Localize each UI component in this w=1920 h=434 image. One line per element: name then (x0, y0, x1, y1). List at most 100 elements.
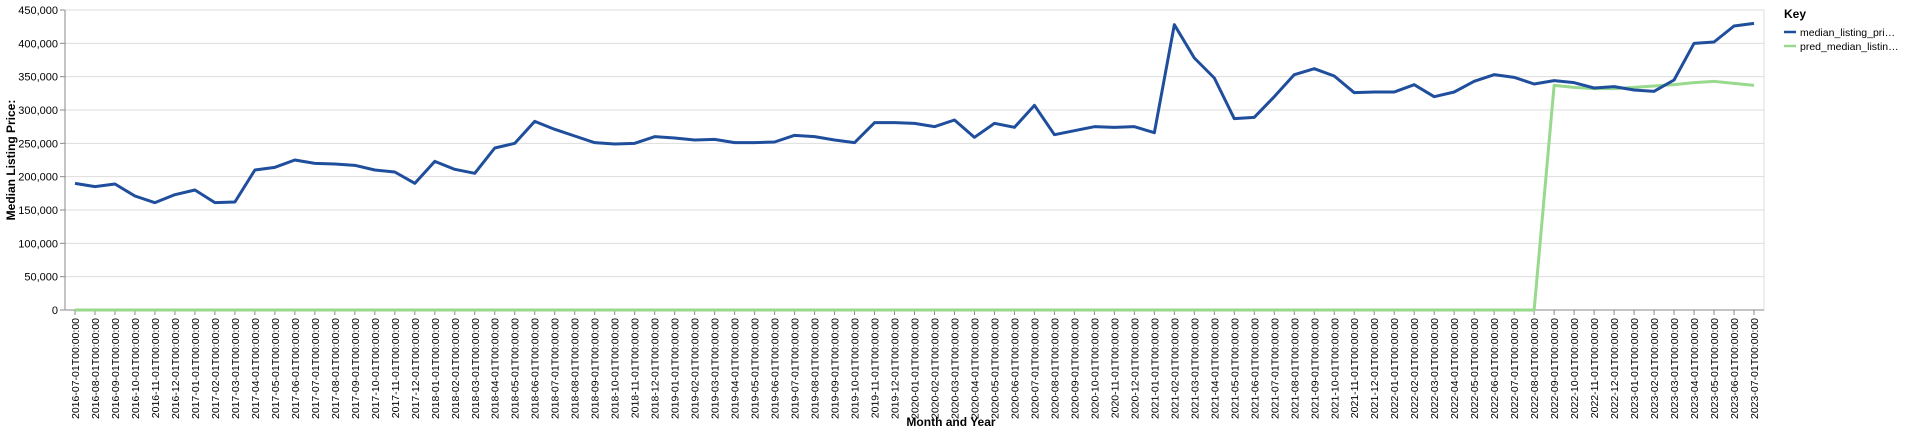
x-tick-label: 2020-07-01T00:00:00 (1029, 318, 1041, 419)
x-tick-label: 2017-05-01T00:00:00 (270, 318, 282, 419)
x-tick-label: 2018-04-01T00:00:00 (490, 318, 502, 419)
x-tick-label: 2022-06-01T00:00:00 (1489, 318, 1501, 419)
x-tick-label: 2018-05-01T00:00:00 (510, 318, 522, 419)
legend-label: pred_median_listin… (1800, 41, 1899, 53)
x-tick-label: 2022-10-01T00:00:00 (1569, 318, 1581, 419)
x-tick-label: 2022-09-01T00:00:00 (1549, 318, 1561, 419)
x-tick-label: 2017-07-01T00:00:00 (310, 318, 322, 419)
x-tick-label: 2023-07-01T00:00:00 (1749, 318, 1761, 419)
x-tick-label: 2017-04-01T00:00:00 (250, 318, 262, 419)
x-tick-label: 2021-12-01T00:00:00 (1369, 318, 1381, 419)
x-tick-label: 2016-10-01T00:00:00 (130, 318, 142, 419)
x-tick-label: 2017-12-01T00:00:00 (410, 318, 422, 419)
x-tick-label: 2017-06-01T00:00:00 (290, 318, 302, 419)
x-tick-label: 2021-04-01T00:00:00 (1209, 318, 1221, 419)
x-tick-label: 2018-12-01T00:00:00 (650, 318, 662, 419)
x-tick-label: 2016-07-01T00:00:00 (70, 318, 82, 419)
x-tick-label: 2023-06-01T00:00:00 (1729, 318, 1741, 419)
x-tick-label: 2020-03-01T00:00:00 (949, 318, 961, 419)
x-tick-label: 2020-06-01T00:00:00 (1009, 318, 1021, 419)
x-tick-label: 2019-04-01T00:00:00 (730, 318, 742, 419)
x-tick-label: 2023-01-01T00:00:00 (1629, 318, 1641, 419)
x-tick-label: 2017-03-01T00:00:00 (230, 318, 242, 419)
y-tick-label: 150,000 (18, 205, 58, 217)
x-tick-label: 2022-04-01T00:00:00 (1449, 318, 1461, 419)
x-tick-label: 2019-07-01T00:00:00 (790, 318, 802, 419)
series-line (74, 79, 1755, 312)
x-tick-label: 2017-11-01T00:00:00 (390, 318, 402, 418)
x-tick-label: 2021-07-01T00:00:00 (1269, 318, 1281, 419)
x-tick-label: 2019-01-01T00:00:00 (670, 318, 682, 419)
x-tick-label: 2021-11-01T00:00:00 (1349, 318, 1361, 418)
x-tick-label: 2019-08-01T00:00:00 (810, 318, 822, 419)
x-tick-label: 2022-02-01T00:00:00 (1409, 318, 1421, 419)
y-tick-label: 400,000 (18, 38, 58, 50)
x-tick-label: 2016-08-01T00:00:00 (90, 318, 102, 419)
x-tick-label: 2019-11-01T00:00:00 (870, 318, 882, 418)
series-line (74, 21, 1755, 205)
x-tick-label: 2018-01-01T00:00:00 (430, 318, 442, 419)
x-tick-label: 2018-08-01T00:00:00 (570, 318, 582, 419)
x-tick-label: 2016-12-01T00:00:00 (170, 318, 182, 419)
x-tick-label: 2022-08-01T00:00:00 (1529, 318, 1541, 419)
y-tick-label: 450,000 (18, 5, 58, 17)
y-tick-label: 200,000 (18, 172, 58, 184)
x-tick-label: 2021-02-01T00:00:00 (1169, 318, 1181, 419)
x-tick-label: 2018-07-01T00:00:00 (550, 318, 562, 419)
x-tick-label: 2022-01-01T00:00:00 (1389, 318, 1401, 419)
y-tick-label: 350,000 (18, 72, 58, 84)
x-tick-label: 2023-03-01T00:00:00 (1669, 318, 1681, 419)
x-tick-label: 2020-08-01T00:00:00 (1049, 318, 1061, 419)
x-tick-label: 2016-09-01T00:00:00 (110, 318, 122, 419)
x-tick-label: 2017-01-01T00:00:00 (190, 318, 202, 419)
x-tick-label: 2021-03-01T00:00:00 (1189, 318, 1201, 419)
x-tick-label: 2020-12-01T00:00:00 (1129, 318, 1141, 419)
x-tick-label: 2020-02-01T00:00:00 (929, 318, 941, 419)
x-tick-label: 2023-04-01T00:00:00 (1689, 318, 1701, 419)
x-tick-label: 2021-08-01T00:00:00 (1289, 318, 1301, 419)
x-tick-label: 2021-05-01T00:00:00 (1229, 318, 1241, 419)
x-tick-label: 2019-05-01T00:00:00 (750, 318, 762, 419)
x-tick-label: 2022-07-01T00:00:00 (1509, 318, 1521, 419)
x-tick-label: 2018-09-01T00:00:00 (590, 318, 602, 419)
y-axis-title: Median Listing Price: (4, 100, 18, 221)
x-tick-label: 2022-12-01T00:00:00 (1609, 318, 1621, 419)
x-tick-label: 2022-11-01T00:00:00 (1589, 318, 1601, 418)
y-tick-label: 250,000 (18, 138, 58, 150)
x-tick-label: 2023-02-01T00:00:00 (1649, 318, 1661, 419)
legend-label: median_listing_pri… (1800, 27, 1895, 39)
y-tick-label: 100,000 (18, 238, 58, 250)
x-tick-label: 2022-03-01T00:00:00 (1429, 318, 1441, 419)
y-tick-label: 50,000 (24, 272, 58, 284)
x-tick-label: 2020-05-01T00:00:00 (989, 318, 1001, 419)
x-axis-title: Month and Year (906, 415, 995, 429)
x-tick-label: 2017-02-01T00:00:00 (210, 318, 222, 419)
x-tick-label: 2018-11-01T00:00:00 (630, 318, 642, 418)
x-tick-label: 2020-04-01T00:00:00 (969, 318, 981, 419)
x-tick-label: 2020-01-01T00:00:00 (910, 318, 922, 419)
x-tick-label: 2019-06-01T00:00:00 (770, 318, 782, 419)
x-tick-label: 2019-10-01T00:00:00 (850, 318, 862, 419)
x-tick-label: 2020-10-01T00:00:00 (1089, 318, 1101, 419)
x-tick-label: 2018-10-01T00:00:00 (610, 318, 622, 419)
x-tick-label: 2017-10-01T00:00:00 (370, 318, 382, 419)
x-tick-label: 2021-09-01T00:00:00 (1309, 318, 1321, 419)
x-tick-label: 2021-06-01T00:00:00 (1249, 318, 1261, 419)
legend-title: Key (1784, 7, 1806, 21)
plot-frame (64, 9, 1765, 311)
x-tick-label: 2020-09-01T00:00:00 (1069, 318, 1081, 419)
x-tick-label: 2018-03-01T00:00:00 (470, 318, 482, 419)
y-tick-label: 300,000 (18, 105, 58, 117)
y-tick-label: 0 (52, 305, 58, 317)
x-tick-label: 2017-08-01T00:00:00 (330, 318, 342, 419)
x-tick-label: 2020-11-01T00:00:00 (1109, 318, 1121, 418)
x-tick-label: 2019-03-01T00:00:00 (710, 318, 722, 419)
x-tick-label: 2022-05-01T00:00:00 (1469, 318, 1481, 419)
x-tick-label: 2017-09-01T00:00:00 (350, 318, 362, 419)
x-tick-label: 2019-09-01T00:00:00 (830, 318, 842, 419)
x-tick-label: 2018-02-01T00:00:00 (450, 318, 462, 419)
x-tick-label: 2019-02-01T00:00:00 (690, 318, 702, 419)
x-tick-label: 2016-11-01T00:00:00 (150, 318, 162, 418)
x-tick-label: 2021-10-01T00:00:00 (1329, 318, 1341, 419)
